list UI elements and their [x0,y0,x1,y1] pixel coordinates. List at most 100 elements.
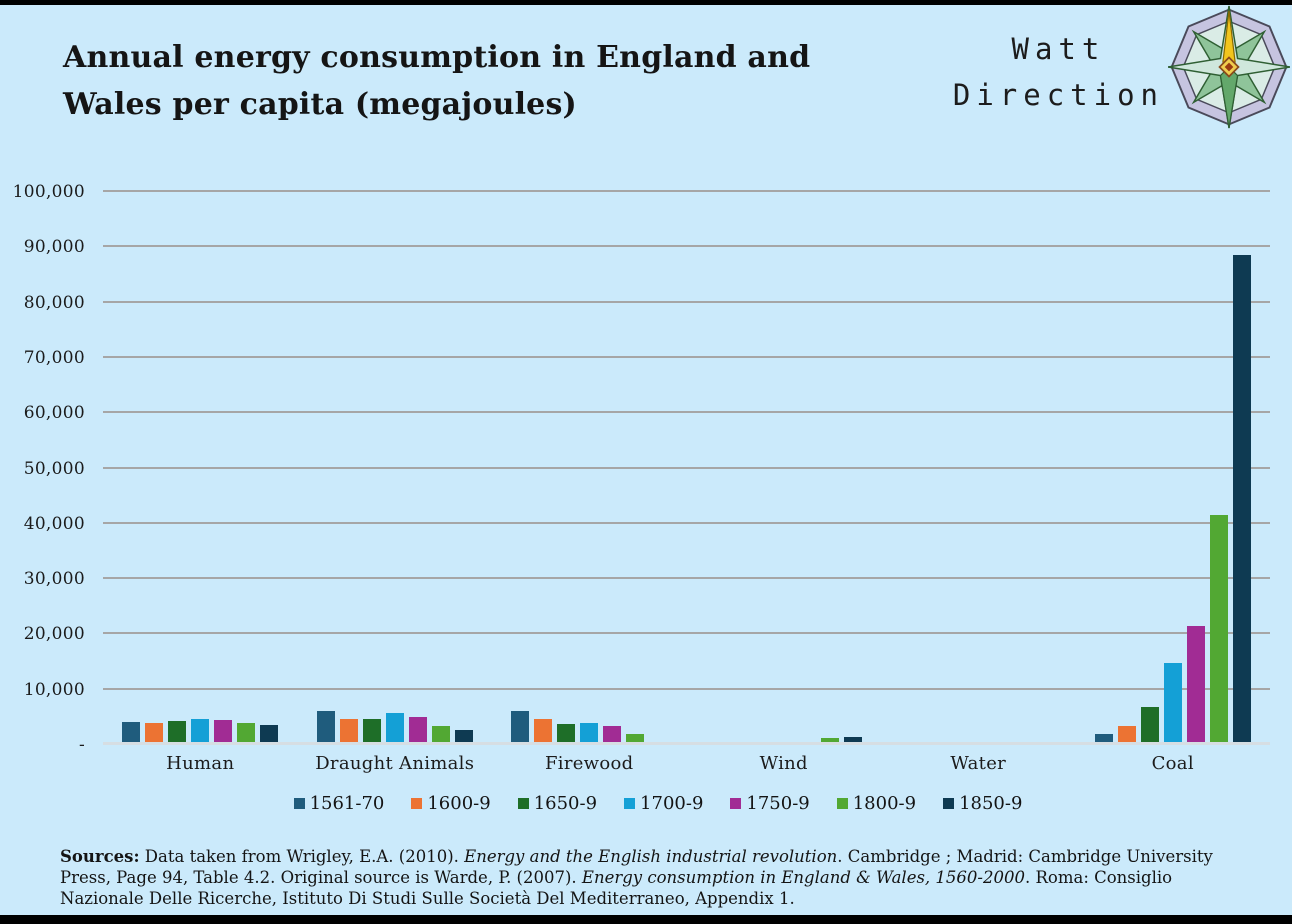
y-axis-tick-label: 70,000 [23,347,85,368]
gridline [103,190,1270,192]
y-axis-tick-label: 40,000 [23,513,85,534]
bar-1800-9 [1209,515,1228,744]
legend-swatch-icon [517,798,529,809]
legend-label: 1850-9 [959,793,1023,814]
bar-1561-70 [122,721,141,744]
x-axis-label-coal: Coal [1151,753,1194,774]
top-border-bar [0,0,1292,5]
legend-item-1600-9: 1600-9 [411,793,491,814]
x-axis-label-draught-animals: Draught Animals [315,753,475,774]
legend-swatch-icon [943,798,955,809]
legend-item-1750-9: 1750-9 [730,793,810,814]
bar-group-water [881,191,1076,744]
bar-1850-9 [260,724,279,744]
bar-1600-9 [534,718,553,744]
bar-1650-9 [557,723,576,744]
bar-1750-9 [214,719,233,744]
sources-text-segment: . Roma: Consiglio Nazionale Delle Ricerc… [60,868,1173,908]
legend-item-1850-9: 1850-9 [943,793,1022,814]
gridline [103,245,1270,248]
legend-item-1650-9: 1650-9 [517,793,598,814]
y-axis-tick-label: 60,000 [23,403,85,424]
x-axis-label-wind: Wind [759,753,808,774]
page-title-line1: Annual energy consumption in England and [63,40,811,75]
y-axis-tick-label: 90,000 [23,237,85,258]
bar-1750-9 [603,725,622,744]
bar-1750-9 [1186,626,1205,744]
bar-1650-9 [168,720,187,744]
bar-group-human [103,191,298,744]
bar-1561-70 [1094,733,1113,744]
legend-item-1800-9: 1800-9 [836,793,917,814]
legend-swatch-icon [836,798,848,809]
bar-group-wind [687,191,882,744]
compass-rose-icon [1168,5,1290,129]
bar-1800-9 [237,722,256,744]
y-axis-tick-label: 30,000 [23,569,85,590]
bar-1800-9 [431,726,450,744]
x-axis-label-human: Human [166,753,235,774]
bar-group-firewood [492,191,687,744]
brand-name-line2: Direction [952,78,1164,112]
y-axis-tick-label: 50,000 [23,458,85,479]
legend-item-1561-70: 1561-70 [293,793,385,814]
sources-note: Sources: Data taken from Wrigley, E.A. (… [60,846,1220,909]
legend-label: 1600-9 [427,793,491,814]
bar-1600-9 [1117,726,1136,744]
gridline [103,466,1270,469]
legend-label: 1650-9 [533,793,598,814]
gridline [103,300,1270,303]
gridline [103,687,1270,690]
legend-label: 1800-9 [852,793,917,814]
gridline [103,577,1270,580]
bar-1650-9 [362,719,381,744]
y-axis-tick-label: 10,000 [23,679,85,700]
legend-item-1700-9: 1700-9 [624,793,703,814]
bar-1800-9 [820,737,839,744]
bar-1700-9 [580,722,599,744]
brand-block: Watt Direction [912,0,1292,135]
sources-text-segment: Data taken from Wrigley, E.A. (2010). [139,847,465,866]
bar-chart-plot-area: 100,000 90,000 80,000 70,000 60,000 50,000 40,… [13,182,1271,755]
sources-text-segment: Sources: [60,847,140,866]
bottom-border-bar [0,915,1292,924]
y-axis-tick-label: 20,000 [23,624,85,645]
legend-swatch-icon [624,798,636,809]
y-axis-tick-label: 80,000 [23,292,85,313]
page-title-line2: Wales per capita (megajoules) [63,87,577,122]
sources-text-segment: Energy and the English industrial revolu… [464,847,838,866]
gridline [103,521,1270,524]
y-axis-tick-label: - [78,735,85,755]
legend-label: 1750-9 [746,793,810,814]
bar-1700-9 [191,719,210,744]
brand-name: Watt Direction [953,26,1164,118]
x-axis-label-firewood: Firewood [544,753,634,774]
chart-legend: 1561-70 1600-9 1650-9 1700-9 1750-9 1800-9 185… [103,793,1213,814]
legend-swatch-icon [293,798,305,809]
bar-1850-9 [454,729,473,744]
sources-text-segment: . Cambridge ; Madrid: Cambridge Universi… [60,847,1213,887]
page-title: Annual energy consumption in England and… [63,34,810,128]
bar-1600-9 [145,722,164,744]
legend-swatch-icon [411,798,423,809]
bar-1600-9 [339,718,358,744]
bar-group-coal [1076,191,1271,744]
gridline [103,411,1270,414]
bar-1750-9 [408,717,427,744]
legend-swatch-icon [730,798,742,809]
bar-1700-9 [1163,662,1182,744]
bar-1850-9 [1232,254,1251,744]
gridline [103,632,1270,635]
bar-1800-9 [626,733,645,744]
legend-label: 1561-70 [309,793,385,814]
sources-text-segment: Energy consumption in England & Wales, 1… [581,868,1025,887]
brand-name-line1: Watt [1011,32,1106,66]
legend-label: 1700-9 [640,793,704,814]
bar-1650-9 [1140,706,1159,744]
x-axis-baseline [103,742,1270,745]
bar-1700-9 [385,712,404,744]
bar-group-draught-animals [298,191,493,744]
bar-1561-70 [316,711,335,744]
bar-1850-9 [843,736,862,744]
